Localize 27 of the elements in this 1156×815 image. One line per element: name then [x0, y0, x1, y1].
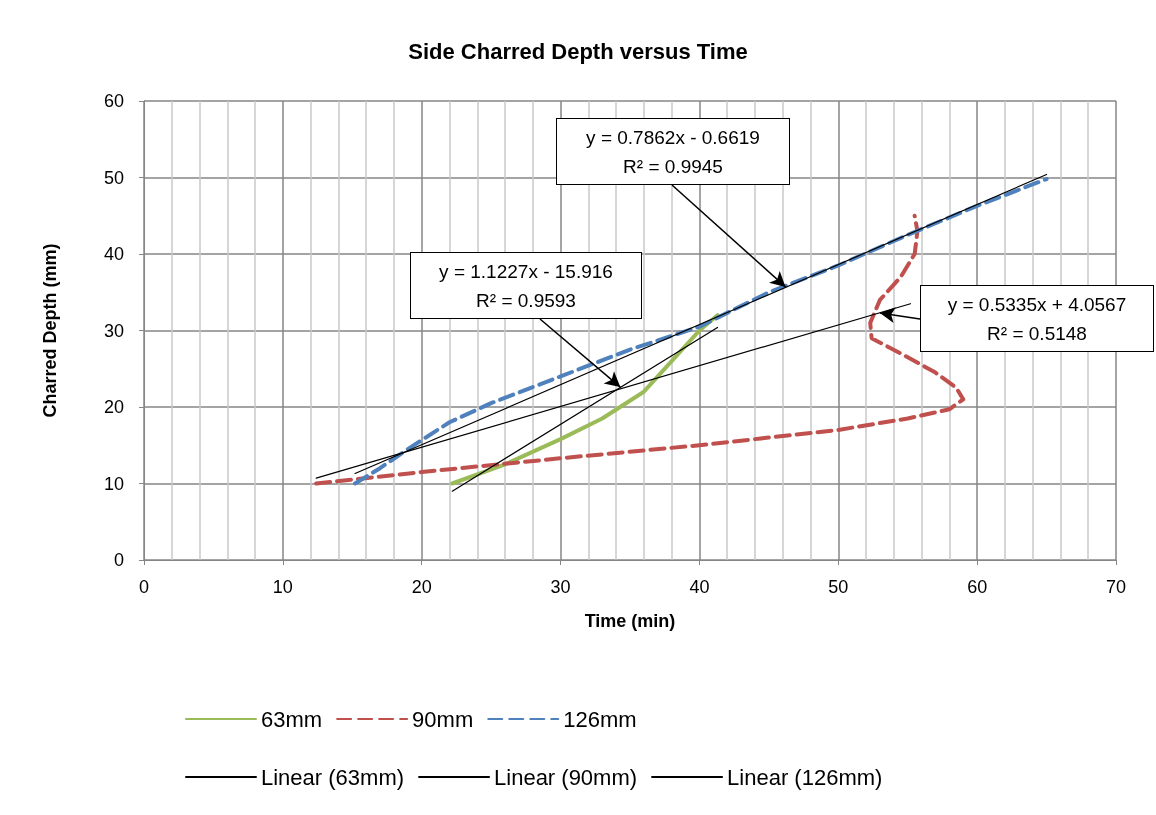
y-tick-label: 30	[103, 320, 124, 341]
x-tick-label: 60	[967, 577, 988, 597]
legend-label: Linear (90mm)	[494, 764, 638, 790]
x-tick-label: 20	[411, 577, 432, 597]
x-tick-label: 50	[828, 577, 849, 597]
annotation: y = 1.1227x - 15.916 R² = 0.9593	[410, 252, 642, 319]
y-axis-title: Charred Depth (mm)	[40, 243, 60, 418]
legend-label: 63mm	[261, 706, 323, 732]
y-tick-label: 20	[103, 397, 124, 417]
x-tick-label: 10	[272, 577, 293, 597]
y-tick-label: 10	[103, 473, 124, 494]
legend-label: 126mm	[563, 706, 637, 732]
y-tick-label: 0	[113, 550, 124, 570]
legend-label: Linear (126mm)	[727, 764, 883, 790]
y-tick-label: 40	[103, 244, 124, 264]
x-axis-title: Time (min)	[584, 611, 676, 631]
annotation: y = 0.5335x + 4.0567 R² = 0.5148	[920, 285, 1154, 352]
chart-title: Side Charred Depth versus Time	[408, 38, 748, 64]
x-tick-label: 40	[689, 577, 710, 597]
legend-label: Linear (63mm)	[261, 764, 405, 790]
x-tick-label: 0	[138, 577, 150, 597]
x-tick-label: 30	[550, 577, 571, 597]
y-tick-label: 50	[103, 167, 124, 188]
legend-label: 90mm	[412, 706, 474, 732]
annotation: y = 0.7862x - 0.6619 R² = 0.9945	[556, 118, 790, 185]
x-tick-label: 70	[1105, 577, 1127, 597]
y-tick-label: 60	[103, 91, 124, 111]
